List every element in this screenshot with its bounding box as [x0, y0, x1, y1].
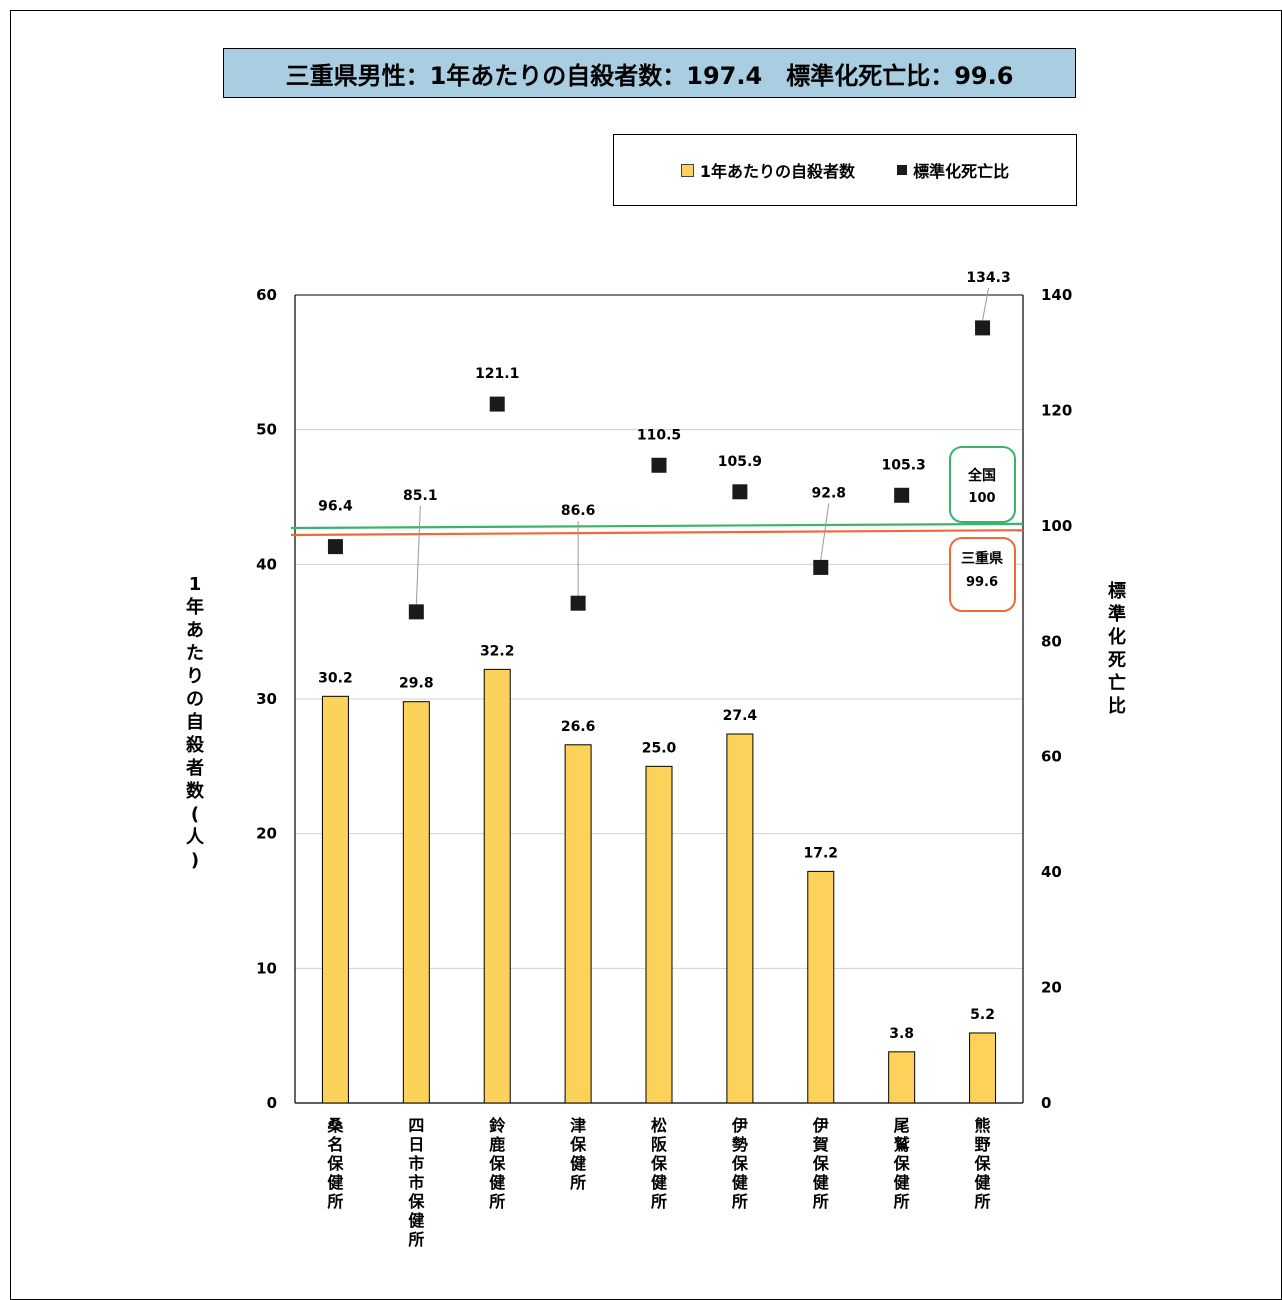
national-callout-box	[949, 446, 1016, 523]
bar-value-label: 29.8	[399, 676, 434, 692]
smr-marker	[327, 539, 343, 555]
bar	[564, 744, 592, 1104]
bar-value-label: 3.8	[889, 1026, 914, 1042]
left-tick-label: 60	[256, 286, 277, 304]
bar-value-label: 5.2	[970, 1007, 995, 1023]
bar-value-label: 32.2	[480, 643, 515, 659]
bar	[807, 870, 835, 1104]
right-tick-label: 80	[1041, 632, 1062, 650]
marker-leader-line	[415, 505, 421, 605]
bar	[888, 1051, 916, 1104]
right-tick-label: 100	[1041, 517, 1072, 535]
national-callout-label: 全国	[967, 467, 996, 484]
legend: 1年あたりの自殺者数 標準化死亡比	[613, 134, 1077, 206]
smr-marker	[489, 396, 505, 412]
smr-marker	[813, 559, 829, 575]
bar	[969, 1032, 997, 1104]
smr-marker	[651, 457, 667, 473]
legend-marker-label: 標準化死亡比	[913, 162, 1010, 181]
legend-item-bars: 1年あたりの自殺者数	[680, 158, 856, 182]
smr-marker	[894, 487, 910, 503]
right-tick-label: 60	[1041, 748, 1062, 766]
bar-value-label: 27.4	[723, 708, 758, 724]
category-label: 伊勢保健所	[731, 1116, 749, 1211]
category-label: 津保健所	[569, 1116, 587, 1192]
right-tick-label: 40	[1041, 863, 1062, 881]
bar	[645, 765, 673, 1104]
right-tick-label: 20	[1041, 979, 1062, 997]
left-tick-label: 40	[256, 555, 277, 573]
legend-marker-swatch	[897, 165, 908, 175]
legend-bar-label: 1年あたりの自殺者数	[699, 162, 856, 181]
left-tick-label: 50	[256, 421, 277, 439]
smr-marker	[408, 604, 424, 620]
bar	[726, 733, 754, 1104]
national-reference-line	[290, 522, 1024, 530]
left-tick-label: 10	[256, 959, 277, 977]
category-label: 尾鷲保健所	[893, 1116, 911, 1211]
smr-value-label: 121.1	[475, 366, 519, 382]
right-tick-label: 0	[1041, 1094, 1051, 1112]
bar-value-label: 26.6	[561, 719, 596, 735]
chart-title: 三重県男性：1年あたりの自殺者数：197.4 標準化死亡比：99.6	[223, 48, 1076, 98]
bar	[402, 701, 430, 1104]
smr-marker	[570, 595, 586, 611]
smr-value-label: 105.9	[718, 454, 762, 470]
bar	[483, 668, 511, 1104]
national-callout-value: 100	[968, 491, 995, 506]
smr-value-label: 92.8	[812, 485, 847, 501]
smr-value-label: 86.6	[561, 503, 596, 519]
prefecture-reference-line	[290, 529, 1024, 537]
bar	[321, 695, 349, 1104]
left-tick-label: 30	[256, 690, 277, 708]
smr-marker	[732, 484, 748, 500]
bar-value-label: 25.0	[642, 740, 677, 756]
legend-bar-swatch	[680, 163, 694, 177]
legend-item-markers: 標準化死亡比	[897, 158, 1009, 182]
right-tick-label: 140	[1041, 286, 1072, 304]
left-axis-title: 1 年あたりの自殺者数(人)	[185, 574, 205, 871]
category-label: 四日市市保健所	[407, 1116, 425, 1249]
smr-value-label: 110.5	[637, 427, 681, 443]
prefecture-callout-value: 99.6	[966, 575, 998, 590]
right-tick-label: 120	[1041, 401, 1072, 419]
right-axis-title: 標準化死亡比	[1108, 580, 1126, 717]
marker-leader-line	[820, 503, 830, 560]
smr-value-label: 96.4	[318, 499, 353, 515]
left-tick-label: 0	[267, 1094, 277, 1112]
prefecture-callout-label: 三重県	[961, 550, 1003, 567]
category-label: 松阪保健所	[650, 1116, 668, 1211]
category-label: 鈴鹿保健所	[488, 1116, 506, 1211]
smr-value-label: 105.3	[882, 457, 926, 473]
category-label: 桑名保健所	[326, 1116, 344, 1211]
left-tick-label: 20	[256, 825, 277, 843]
bar-value-label: 30.2	[318, 670, 353, 686]
category-label: 伊賀保健所	[812, 1116, 830, 1211]
bar-value-label: 17.2	[804, 845, 839, 861]
category-label: 熊野保健所	[974, 1116, 992, 1211]
smr-marker	[975, 320, 991, 336]
prefecture-callout-box	[949, 537, 1016, 612]
smr-value-label: 134.3	[966, 270, 1010, 286]
marker-leader-line	[982, 287, 990, 321]
smr-value-label: 85.1	[403, 488, 438, 504]
